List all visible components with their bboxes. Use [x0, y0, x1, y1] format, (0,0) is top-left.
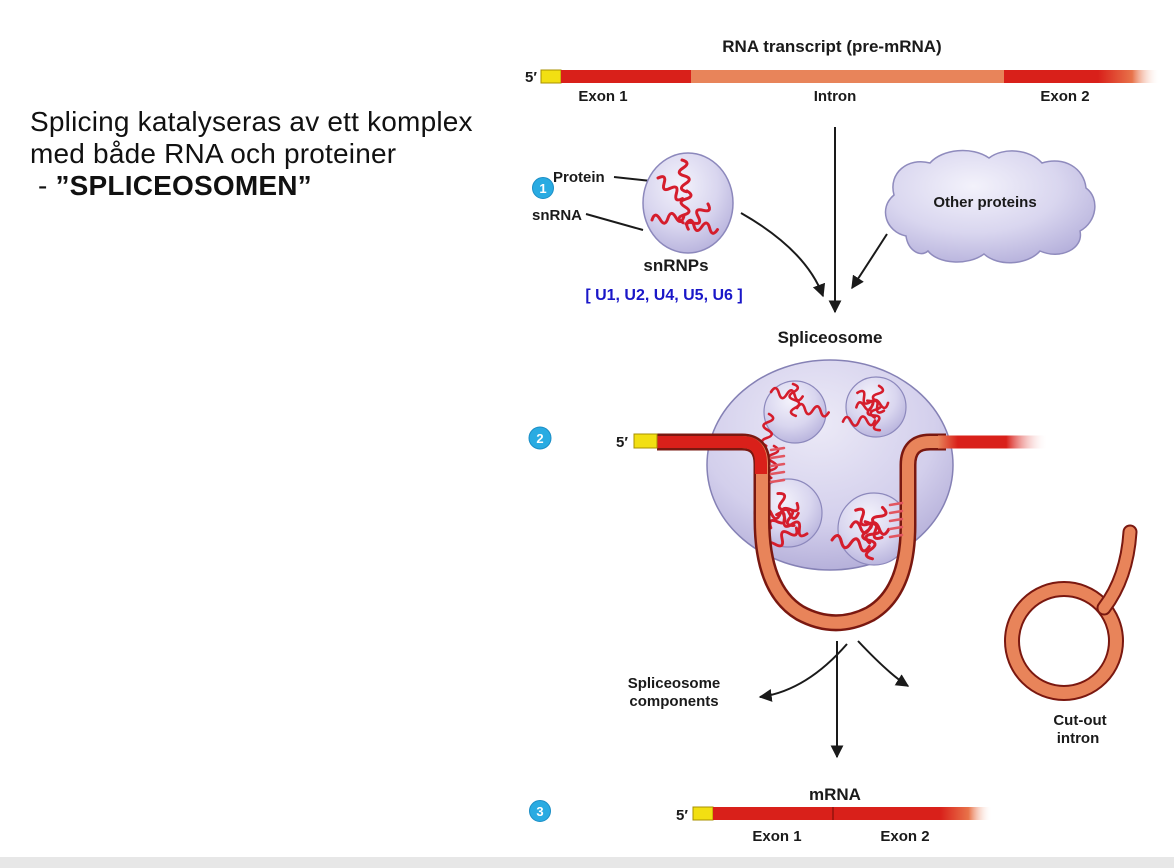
base-pairing-marks-right: [888, 501, 904, 539]
slide-text-line3: - ”SPLICEOSOMEN”: [30, 170, 530, 202]
mrna-label: mRNA: [809, 785, 861, 804]
slide-text-line2: med både RNA och proteiner: [30, 138, 397, 169]
exon1-strand-entry: [657, 436, 767, 474]
arrow-snrnp-to-spliceosome: [740, 212, 826, 298]
slide-text-block: Splicing katalyseras av ett komplex med …: [30, 106, 530, 202]
cut-out-intron-lariat: [1004, 524, 1138, 701]
step3-badge: [529, 800, 551, 822]
slide-bottom-strip: [0, 857, 1174, 868]
mrna-five-prime-label: 5′: [676, 807, 688, 824]
arrow-other-proteins-to-spliceosome: [851, 233, 888, 290]
pre-mrna-bar-exon2: [1004, 70, 1098, 83]
slide-text-line3-prefix: -: [30, 170, 56, 201]
slide-text-line1: Splicing katalyseras av ett komplex: [30, 106, 473, 137]
step2-number: 2: [536, 431, 543, 446]
step3-number: 3: [536, 804, 543, 819]
base-pairing-marks-left: [769, 446, 786, 484]
pre-mrna-cap: [540, 69, 562, 84]
snrna-pointer-line: [585, 213, 644, 231]
snrnps-label: snRNPs: [643, 256, 708, 275]
mrna-bar-fade: [940, 807, 992, 820]
step2-badge: [528, 426, 552, 450]
mrna-bar: [713, 807, 940, 820]
snrnp-blob: [642, 152, 734, 254]
pre-mrna-label-exon2: Exon 2: [1040, 88, 1089, 105]
pre-mrna-five-prime-label: 5′: [525, 69, 537, 86]
protein-label: Protein: [553, 169, 605, 186]
pre-mrna-label-intron: Intron: [814, 88, 857, 105]
pre-mrna-label-exon1: Exon 1: [578, 88, 627, 105]
mrna-label-exon2: Exon 2: [880, 828, 929, 845]
mrna-label-exon1: Exon 1: [752, 828, 801, 845]
protein-pointer-line: [613, 176, 652, 182]
arrow-components-right: [857, 640, 910, 687]
snrna-label: snRNA: [532, 207, 582, 224]
step1-number: 1: [539, 181, 546, 196]
exon2-strand-exit-fade: [938, 435, 1048, 449]
pre-mrna-title: RNA transcript (pre-mRNA): [722, 37, 941, 56]
spliceosome-label: Spliceosome: [778, 328, 883, 347]
pre-mrna-bar-exon1: [561, 70, 691, 83]
other-proteins-blob: [884, 149, 1096, 264]
mrna-exon-junction: [832, 807, 834, 820]
pre-mrna-bar-intron: [691, 70, 1004, 83]
cutout-label-line1: Cut-out: [1053, 712, 1106, 729]
spliceosomen-term: ”SPLICEOSOMEN”: [55, 170, 312, 201]
components-label-line2: components: [629, 693, 718, 710]
other-proteins-label: Other proteins: [933, 194, 1036, 211]
pre-mrna-bar-exon2-fade: [1098, 70, 1160, 83]
mrna-cap: [692, 806, 714, 821]
cutout-label-line2: intron: [1057, 730, 1100, 747]
components-label-line1: Spliceosome: [628, 675, 721, 692]
step2-cap: [633, 433, 658, 449]
arrow-components-left: [758, 643, 848, 702]
u-snrnp-list: [ U1, U2, U4, U5, U6 ]: [585, 287, 742, 304]
step2-five-prime-label: 5′: [616, 434, 628, 451]
step1-badge: [532, 177, 554, 199]
